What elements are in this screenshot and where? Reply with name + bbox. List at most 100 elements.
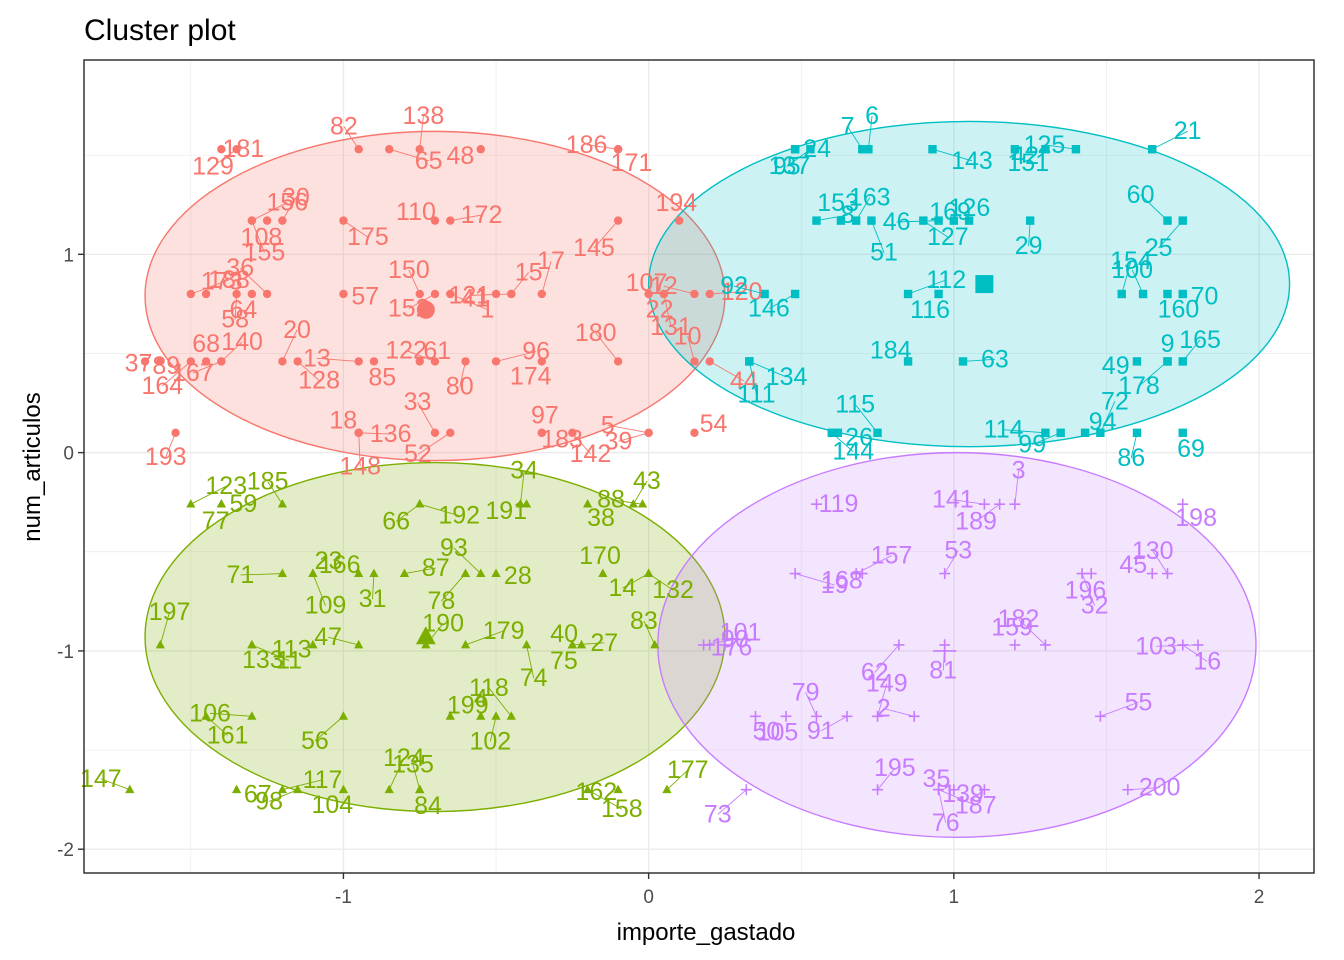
cluster-2-point-42 <box>1041 145 1050 154</box>
cluster-1-point-52 <box>446 428 455 437</box>
point-label-139: 139 <box>942 780 984 808</box>
label-leader-102 <box>489 716 497 742</box>
point-label-135: 135 <box>392 751 434 779</box>
point-label-185: 185 <box>247 467 289 495</box>
point-label-107: 107 <box>626 269 668 297</box>
label-leader-188 <box>190 279 230 295</box>
point-label-136: 136 <box>370 420 412 448</box>
label-leader-1 <box>450 293 488 311</box>
cluster-2-center <box>975 275 994 294</box>
point-label-144: 144 <box>832 438 874 466</box>
label-leader-121 <box>469 293 512 296</box>
point-label-15: 15 <box>515 258 543 286</box>
label-leader-65 <box>389 148 429 162</box>
point-label-42: 42 <box>1011 142 1039 170</box>
point-label-86: 86 <box>1117 444 1145 472</box>
point-label-24: 24 <box>803 135 831 163</box>
label-leader-72 <box>1099 401 1116 433</box>
label-leader-100 <box>1131 269 1144 295</box>
cluster-1-point-65 <box>385 145 394 154</box>
cluster-3-point-123 <box>186 499 196 508</box>
cluster-3-point-179 <box>460 639 471 649</box>
point-label-64: 64 <box>229 296 257 324</box>
cluster-2-point-94 <box>1080 428 1090 437</box>
label-leader-60 <box>1140 194 1168 221</box>
cluster-1-point-183 <box>537 428 547 437</box>
point-label-85: 85 <box>368 364 396 392</box>
point-label-126: 126 <box>949 194 991 222</box>
cluster-3-point-118 <box>506 711 516 720</box>
point-label-177: 177 <box>667 756 709 784</box>
cluster-3-point-106 <box>247 711 257 720</box>
point-label-11: 11 <box>276 647 302 675</box>
cluster-1-point-173 <box>201 289 211 299</box>
point-label-90: 90 <box>721 625 749 653</box>
point-label-198: 198 <box>1175 504 1217 532</box>
cluster-1-point-110 <box>430 216 440 225</box>
point-label-140: 140 <box>221 328 263 356</box>
cluster-2-point-25 <box>1178 216 1187 225</box>
point-label-179: 179 <box>483 617 525 645</box>
point-label-181: 181 <box>222 135 264 163</box>
point-label-137: 137 <box>769 152 811 180</box>
point-label-19: 19 <box>821 571 849 599</box>
point-label-112: 112 <box>926 266 966 294</box>
cluster-2-point-169 <box>964 216 974 225</box>
cluster-3-point-102 <box>491 711 501 720</box>
label-leader-146 <box>768 293 796 310</box>
label-leader-178 <box>1138 361 1168 387</box>
point-label-191: 191 <box>485 497 527 525</box>
point-label-149: 149 <box>866 670 908 698</box>
point-label-5: 5 <box>601 411 615 439</box>
label-leader-129 <box>212 148 237 167</box>
point-label-115: 115 <box>835 390 875 418</box>
label-leader-192 <box>419 503 460 517</box>
point-label-148: 148 <box>339 452 381 480</box>
point-label-47: 47 <box>314 623 342 651</box>
cluster-2-point-99 <box>1056 428 1065 437</box>
cluster-1-point-89 <box>140 357 150 366</box>
cluster-3-point-27 <box>567 639 577 649</box>
label-leader-182 <box>1018 618 1046 646</box>
label-leader-177 <box>666 769 688 791</box>
point-label-175: 175 <box>347 223 389 251</box>
point-label-4: 4 <box>474 685 488 713</box>
label-leader-200 <box>1127 787 1160 791</box>
cluster-4-point-35 <box>948 784 960 796</box>
plot-border <box>83 59 1315 874</box>
cluster-2-point-29 <box>1025 216 1035 225</box>
label-leader-98 <box>269 789 298 802</box>
label-leader-154 <box>1121 261 1132 295</box>
cluster-4-point-105 <box>780 710 792 722</box>
cluster-3-point-88 <box>637 499 648 508</box>
label-leader-175 <box>343 220 369 238</box>
label-leader-46 <box>896 220 939 223</box>
point-label-193: 193 <box>145 443 187 471</box>
label-leader-156 <box>251 202 288 222</box>
point-label-54: 54 <box>700 410 728 438</box>
cluster-4-point-149 <box>872 710 884 722</box>
cluster-1-point-54 <box>690 428 699 437</box>
point-label-152: 152 <box>388 295 430 323</box>
label-leader-58 <box>234 293 238 320</box>
cluster-3-point-71 <box>277 568 288 577</box>
label-leader-138 <box>419 115 424 150</box>
point-label-106: 106 <box>189 699 231 727</box>
cluster-3-point-4 <box>476 711 486 720</box>
cluster-1-point-193 <box>171 428 180 437</box>
point-label-76: 76 <box>932 809 960 837</box>
label-leader-27 <box>572 642 605 646</box>
cluster-4-point-79 <box>811 710 822 722</box>
label-leader-56 <box>314 716 344 742</box>
cluster-3-point-185 <box>277 499 288 508</box>
point-label-105: 105 <box>757 719 799 747</box>
point-label-87: 87 <box>422 554 450 582</box>
y-tick-label: -2 <box>57 840 74 861</box>
cluster-4-point-198 <box>1177 498 1189 510</box>
cluster-ellipses <box>144 120 1291 839</box>
label-leader-43 <box>632 480 648 505</box>
label-leader-52 <box>417 432 451 455</box>
point-label-65: 65 <box>415 147 443 175</box>
point-label-200: 200 <box>1139 774 1181 802</box>
